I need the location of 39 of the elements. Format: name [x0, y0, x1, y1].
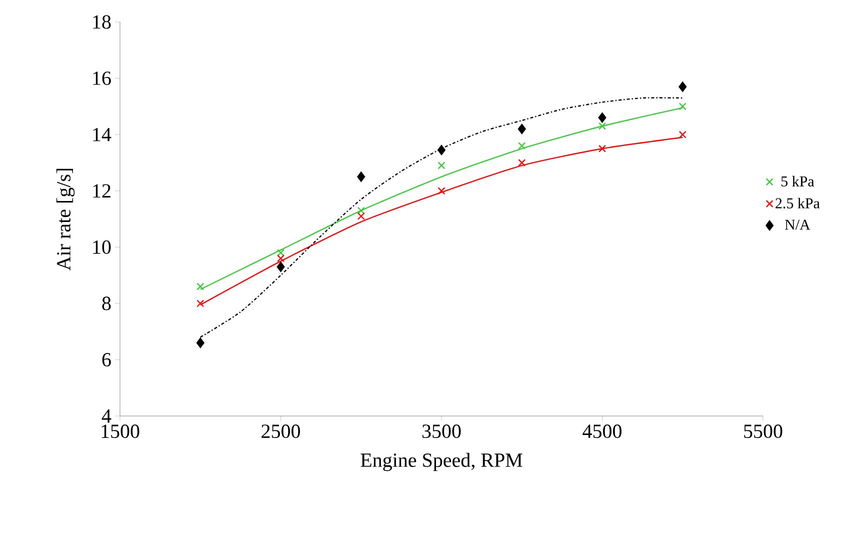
point [598, 112, 606, 123]
point [196, 300, 204, 308]
legend-label: 5 kPa [781, 176, 814, 186]
point [357, 172, 366, 182]
point [518, 158, 526, 166]
point [518, 124, 526, 134]
y-tick-label: 18 [93, 15, 111, 29]
point [678, 82, 687, 92]
point [438, 144, 446, 156]
point [438, 187, 446, 195]
point [678, 130, 686, 138]
y-tick-label: 4 [102, 409, 112, 423]
y-tick-label: 16 [93, 72, 111, 85]
y-tick-label: 8 [102, 296, 111, 310]
point [196, 282, 204, 290]
point [598, 122, 606, 130]
x-tick-label: 1500 [102, 424, 140, 438]
point [276, 248, 285, 257]
point [357, 206, 365, 214]
x-axis-title: Engine Speed, RPM [360, 452, 522, 472]
x-tick-label: 5500 [744, 424, 782, 438]
point [276, 254, 285, 262]
point [598, 144, 606, 152]
point [196, 338, 204, 348]
y-tick-label: 14 [93, 128, 112, 142]
point [518, 142, 526, 150]
point [678, 102, 686, 110]
x-tick-label: 3500 [422, 424, 461, 438]
y-tick-label: 10 [93, 240, 111, 254]
point [357, 212, 365, 220]
point [276, 262, 285, 272]
x-tick-label: 2500 [262, 424, 300, 438]
point [438, 162, 446, 170]
x-tick-label: 4500 [582, 424, 622, 438]
legend-label: 2.5 kPa [776, 198, 820, 208]
legend-label: N/A [784, 220, 810, 230]
y-axis-title: Air rate [g/s] [56, 168, 75, 270]
y-tick-label: 12 [93, 184, 110, 198]
y-tick-label: 6 [102, 353, 111, 366]
